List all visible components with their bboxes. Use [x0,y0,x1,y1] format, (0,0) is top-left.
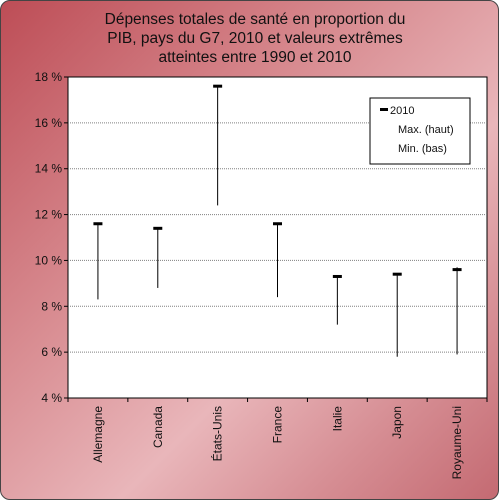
y-tick-label: 16 % [35,116,63,130]
x-category-label: Allemagne [91,406,105,463]
x-category-label: Royaume-Uni [450,406,464,479]
chart-title: Dépenses totales de santé en proportion … [51,10,459,67]
x-category-label: France [271,406,285,444]
y-tick-label: 18 % [35,70,63,84]
y-tick-label: 14 % [35,162,63,176]
marker-2010 [392,272,402,276]
chart-title-line-2: PIB, pays du G7, 2010 et valeurs extrême… [107,30,403,47]
y-tick-label: 6 % [41,345,62,359]
marker-2010 [153,226,163,230]
y-tick-label: 4 % [41,391,62,405]
legend-label: Min. (bas) [398,143,447,155]
y-tick-label: 12 % [35,208,63,222]
legend-label: 2010 [390,105,414,117]
x-category-label: Italie [330,406,344,432]
y-tick-label: 8 % [41,299,62,313]
marker-2010 [213,84,223,88]
marker-2010 [332,274,342,278]
x-category-label: États-Unis [210,406,225,461]
x-category-label: Japon [390,406,404,439]
chart-title-line-1: Dépenses totales de santé en proportion … [104,11,406,28]
marker-2010 [93,222,103,226]
x-category-label: Canada [151,406,165,448]
legend-marker-2010 [380,108,388,111]
y-tick-label: 10 % [35,253,63,267]
marker-2010 [452,268,462,272]
marker-2010 [273,222,282,226]
chart-title-line-3: atteintes entre 1990 et 2010 [158,49,352,66]
legend-label: Max. (haut) [398,124,454,136]
